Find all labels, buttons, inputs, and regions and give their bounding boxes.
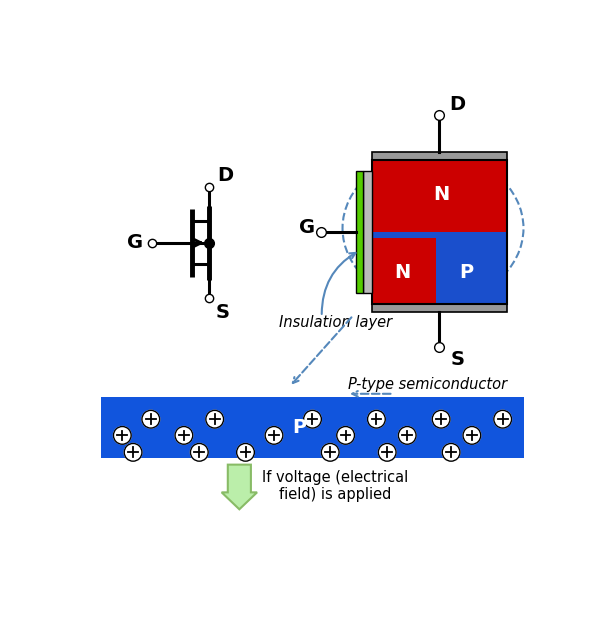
Bar [371,160,507,232]
Text: Insulation layer: Insulation layer [280,315,393,330]
Circle shape [368,410,385,428]
Text: If voltage (electrical
field) is applied: If voltage (electrical field) is applied [262,470,409,502]
Text: P-type semiconductor: P-type semiconductor [348,377,507,392]
Circle shape [378,443,396,461]
Bar [371,160,507,304]
Circle shape [124,443,142,461]
Text: D: D [449,95,466,114]
Text: S: S [216,302,230,322]
FancyArrow shape [222,464,257,509]
Circle shape [206,410,224,428]
Bar [371,304,507,312]
Text: P: P [459,263,473,282]
Circle shape [265,427,283,444]
Bar [356,171,364,293]
Bar [364,171,371,293]
Text: D: D [217,166,233,184]
Bar [371,160,507,304]
Bar [371,238,437,304]
Circle shape [322,443,339,461]
Bar [100,397,524,459]
Circle shape [442,443,460,461]
Circle shape [304,410,322,428]
Circle shape [191,443,208,461]
Circle shape [398,427,416,444]
Text: N: N [434,185,450,204]
Circle shape [113,427,131,444]
Circle shape [237,443,255,461]
Text: N: N [395,263,411,282]
Circle shape [463,427,481,444]
Circle shape [432,410,450,428]
Text: P: P [292,418,306,437]
Bar [371,152,507,160]
Circle shape [142,410,160,428]
Circle shape [175,427,193,444]
Text: G: G [127,233,144,251]
Text: G: G [299,218,315,237]
Circle shape [494,410,512,428]
Text: S: S [451,350,465,369]
Circle shape [337,427,354,444]
